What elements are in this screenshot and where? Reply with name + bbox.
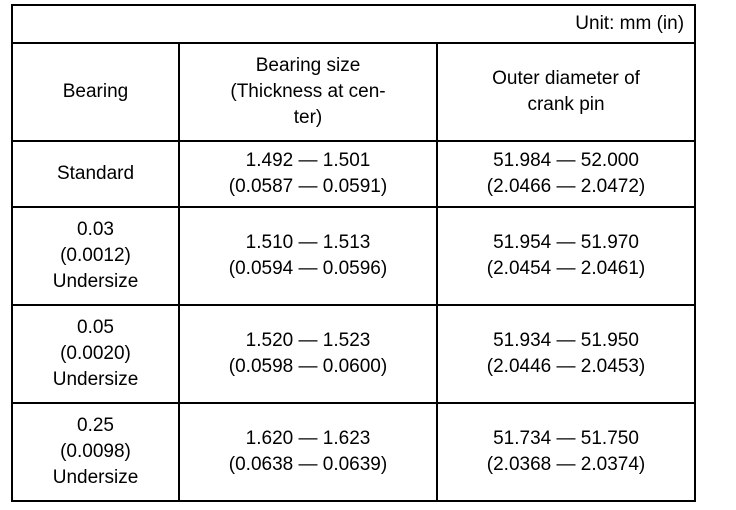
cell-outer-diameter: 51.734 — 51.750 (2.0368 — 2.0374) bbox=[435, 402, 697, 502]
cell-bearing-size: 1.492 — 1.501 (0.0587 — 0.0591) bbox=[178, 140, 438, 208]
cell-bearing: Standard bbox=[11, 140, 180, 208]
column-header-bearing: Bearing bbox=[11, 42, 180, 142]
table-row-undersize-005: 0.05 (0.0020) Undersize 1.520 — 1.523 (0… bbox=[11, 304, 697, 404]
cell-outer-diameter: 51.984 — 52.000 (2.0466 — 2.0472) bbox=[435, 140, 697, 208]
column-header-outer-diameter: Outer diameter of crank pin bbox=[435, 42, 697, 142]
cell-bearing: 0.03 (0.0012) Undersize bbox=[11, 206, 180, 306]
cell-bearing-size: 1.520 — 1.523 (0.0598 — 0.0600) bbox=[178, 304, 438, 404]
table-row-standard: Standard 1.492 — 1.501 (0.0587 — 0.0591)… bbox=[11, 140, 697, 208]
cell-bearing-size: 1.510 — 1.513 (0.0594 — 0.0596) bbox=[178, 206, 438, 306]
cell-outer-diameter: 51.954 — 51.970 (2.0454 — 2.0461) bbox=[435, 206, 697, 306]
cell-bearing-size: 1.620 — 1.623 (0.0638 — 0.0639) bbox=[178, 402, 438, 502]
cell-bearing: 0.25 (0.0098) Undersize bbox=[11, 402, 180, 502]
cell-outer-diameter: 51.934 — 51.950 (2.0446 — 2.0453) bbox=[435, 304, 697, 404]
cell-bearing: 0.05 (0.0020) Undersize bbox=[11, 304, 180, 404]
table-header-row: Bearing Bearing size (Thickness at cen- … bbox=[11, 42, 697, 142]
unit-label: Unit: mm (in) bbox=[10, 4, 697, 44]
table-row-undersize-003: 0.03 (0.0012) Undersize 1.510 — 1.513 (0… bbox=[11, 206, 697, 306]
column-header-bearing-size: Bearing size (Thickness at cen- ter) bbox=[178, 42, 438, 142]
table-row-undersize-025: 0.25 (0.0098) Undersize 1.620 — 1.623 (0… bbox=[11, 402, 697, 502]
spec-table: Unit: mm (in) Bearing Bearing size (Thic… bbox=[10, 4, 697, 502]
bearing-spec-table: Unit: mm (in) Bearing Bearing size (Thic… bbox=[10, 4, 697, 502]
unit-row: Unit: mm (in) bbox=[10, 4, 697, 44]
